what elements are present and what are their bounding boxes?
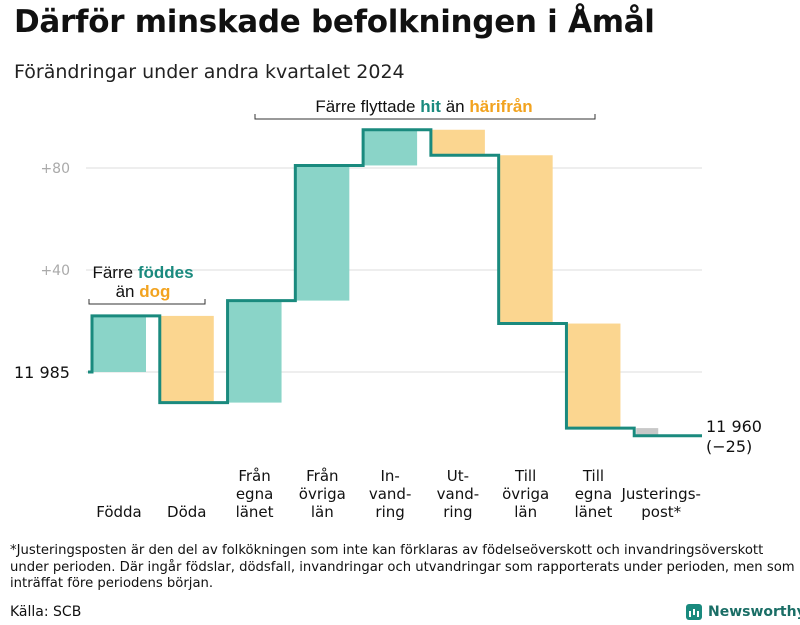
category-label: ring — [375, 503, 404, 521]
category-label: övriga — [299, 485, 346, 503]
category-label: Födda — [96, 503, 142, 521]
annotation-highlight-from-here: härifrån — [469, 97, 532, 116]
chart-title: Därför minskade befolkningen i Åmål — [14, 4, 655, 40]
waterfall-bar — [363, 129, 418, 166]
category-label: länet — [574, 503, 612, 521]
category-label: egna — [575, 485, 612, 503]
category-label: Döda — [167, 503, 206, 521]
annotation-text: Färre flyttade — [315, 97, 415, 116]
footnote: *Justeringsposten är den del av folkökni… — [10, 543, 795, 591]
waterfall-bar — [159, 315, 214, 403]
source-label: Källa: SCB — [10, 604, 82, 620]
waterfall-bar — [92, 315, 146, 372]
category-label: länet — [236, 503, 274, 521]
category-label: Från — [238, 467, 270, 485]
category-label: Ut- — [447, 467, 469, 485]
svg-text:Färre flyttade hit än härifrån: Färre flyttade hit än härifrån — [315, 97, 532, 116]
y-tick-label: +80 — [40, 161, 70, 177]
category-label: Justerings- — [620, 485, 700, 503]
end-change-label: (−25) — [706, 437, 752, 456]
chart-logo-icon — [686, 604, 702, 620]
waterfall-bar — [636, 428, 659, 436]
category-label: län — [514, 503, 537, 521]
start-value-label: 11 985 — [14, 363, 70, 382]
category-label: Från — [306, 467, 338, 485]
category-label: Till — [514, 467, 536, 485]
category-label: egna — [236, 485, 273, 503]
category-label: övriga — [502, 485, 549, 503]
annotation-births-deaths: Färre föddes än dog — [88, 263, 206, 305]
category-label: vand- — [369, 485, 412, 503]
waterfall-bar — [295, 165, 350, 301]
chart-subtitle: Förändringar under andra kvartalet 2024 — [14, 61, 405, 83]
annotation-highlight-here: hit — [420, 97, 441, 116]
category-label: Till — [582, 467, 604, 485]
annotation-bracket — [254, 114, 596, 120]
waterfall-bar — [227, 300, 282, 403]
waterfall-chart: +80+40 Födda DödaFrånegnalänetFrånövrigal… — [14, 97, 762, 521]
newsworthy-logo: Newsworthy — [686, 604, 800, 620]
svg-text:än dog: än dog — [116, 282, 171, 301]
svg-text:Färre föddes: Färre föddes — [92, 263, 193, 282]
end-value-label: 11 960 — [706, 417, 762, 436]
annotation-bracket — [88, 299, 206, 305]
category-label: vand- — [437, 485, 480, 503]
annotation-highlight-died: dog — [139, 282, 170, 301]
annotation-text: än — [116, 282, 135, 301]
brand-name: Newsworthy — [708, 604, 800, 620]
category-label: ring — [443, 503, 472, 521]
cumulative-step-line — [88, 128, 702, 438]
category-label: län — [311, 503, 334, 521]
annotation-text: än — [446, 97, 465, 116]
category-label: In- — [380, 467, 399, 485]
waterfall-bar — [566, 323, 621, 429]
y-tick-label: +40 — [40, 263, 70, 279]
annotation-highlight-born: föddes — [138, 263, 194, 282]
category-label: post* — [641, 503, 681, 521]
annotation-text: Färre — [92, 263, 133, 282]
waterfall-bar — [498, 155, 553, 324]
annotation-migration: Färre flyttade hit än härifrån — [254, 97, 596, 120]
waterfall-bar — [430, 129, 485, 156]
